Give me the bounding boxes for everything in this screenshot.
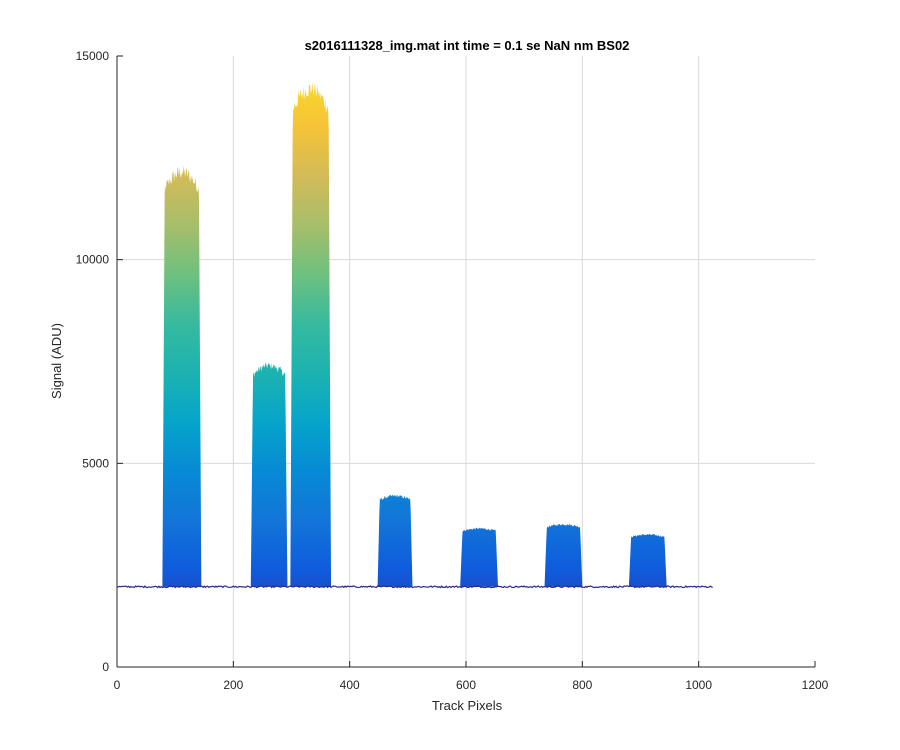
tick-labels: 0 200 400 600 800 1000 1200 0 5000 10000 15000	[76, 49, 829, 692]
x-tick-label-5: 1000	[685, 678, 712, 692]
x-axis-label: Track Pixels	[432, 698, 503, 713]
x-tick-label-3: 600	[456, 678, 476, 692]
y-tick-label-3: 15000	[76, 49, 110, 63]
peak-1	[162, 165, 202, 587]
peak-3	[290, 81, 332, 587]
peak-5	[460, 527, 498, 587]
x-tick-label-6: 1200	[802, 678, 829, 692]
x-tick-label-0: 0	[114, 678, 121, 692]
x-tick-label-2: 400	[340, 678, 360, 692]
peak-2	[250, 362, 288, 587]
data-area	[116, 81, 713, 589]
peak-7	[628, 533, 667, 587]
y-tick-label-2: 10000	[76, 253, 110, 267]
x-tick-label-1: 200	[223, 678, 243, 692]
y-axis-label: Signal (ADU)	[49, 323, 64, 399]
peak-6	[544, 523, 583, 587]
x-tick-label-4: 800	[572, 678, 592, 692]
y-tick-label-1: 5000	[82, 456, 109, 470]
baseline-trace	[116, 585, 713, 589]
peak-4	[377, 494, 413, 587]
axes	[116, 55, 816, 668]
y-tick-label-0: 0	[102, 660, 109, 674]
grid	[117, 56, 815, 667]
chart-title: s2016111328_img.mat int time = 0.1 se Na…	[305, 38, 630, 53]
